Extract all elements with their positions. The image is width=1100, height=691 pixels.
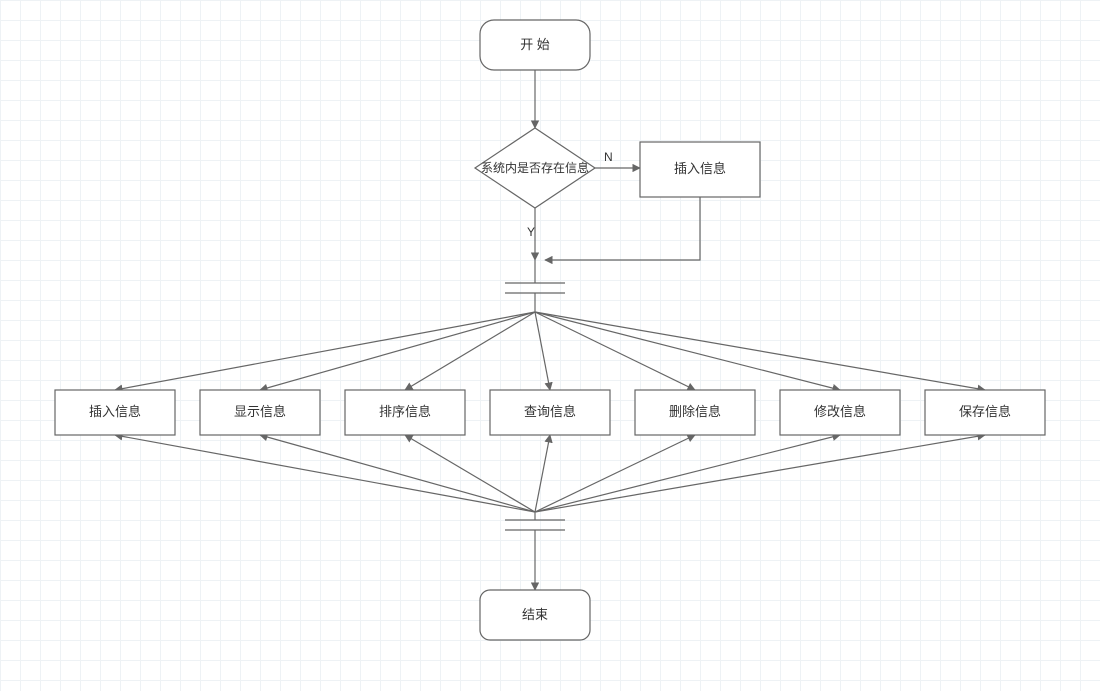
edge-fan-op6 [535, 312, 840, 390]
nodes [55, 20, 1045, 640]
node-op5 [635, 390, 755, 435]
node-op1 [55, 390, 175, 435]
edge-fan-op1 [115, 312, 535, 390]
edge-fan-op5 [535, 312, 695, 390]
node-op2 [200, 390, 320, 435]
node-insert0 [640, 142, 760, 197]
edge-op2-fanin [260, 435, 535, 512]
flowchart-canvas [0, 0, 1100, 691]
node-op7 [925, 390, 1045, 435]
edge-insert-join [545, 197, 700, 260]
node-op4 [490, 390, 610, 435]
edge-op6-fanin [535, 435, 840, 512]
edge-fan-op2 [260, 312, 535, 390]
edge-op1-fanin [115, 435, 535, 512]
node-op6 [780, 390, 900, 435]
edge-fan-op4 [535, 312, 550, 390]
edge-op7-fanin [535, 435, 985, 512]
edge-label-Y: Y [527, 225, 535, 239]
node-end [480, 590, 590, 640]
edge-op5-fanin [535, 435, 695, 512]
edge-op4-fanin [535, 435, 550, 512]
node-start [480, 20, 590, 70]
edge-fan-op7 [535, 312, 985, 390]
node-op3 [345, 390, 465, 435]
node-decide [475, 128, 595, 208]
edge-label-N: N [604, 150, 613, 164]
